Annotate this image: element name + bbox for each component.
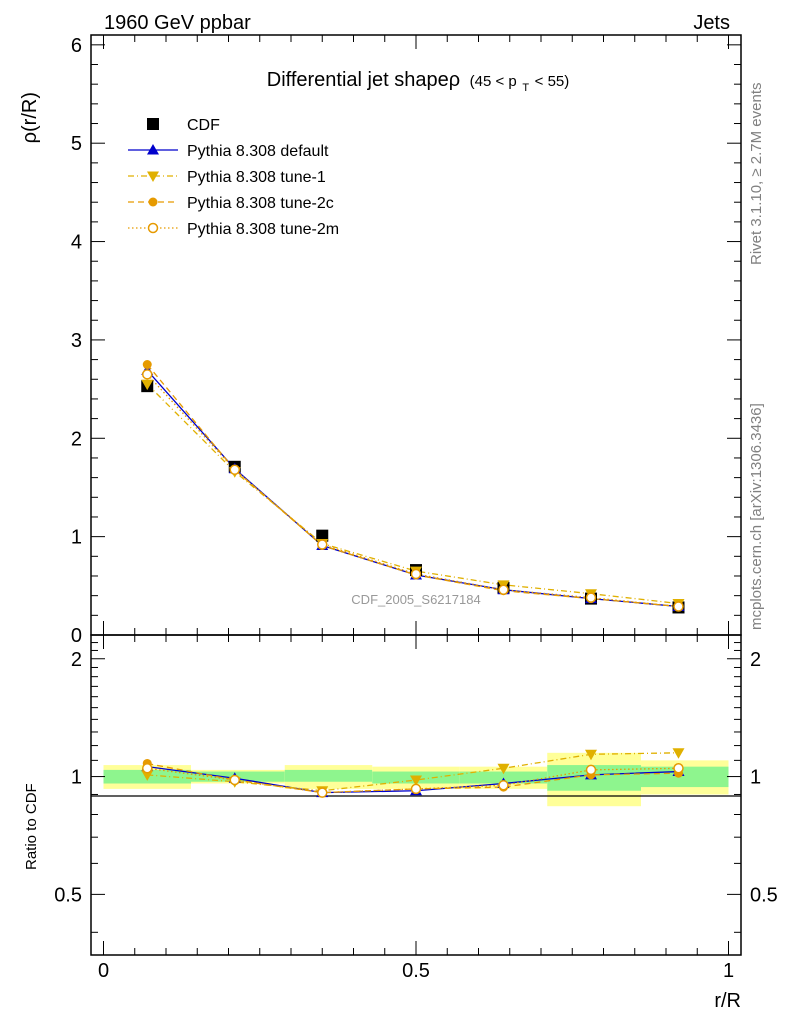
ratio-point-pythia-8-308-tune-2m xyxy=(317,787,328,798)
ratio-point-pythia-8-308-tune-1 xyxy=(410,775,422,786)
main-title-range-suffix: < 55) xyxy=(535,73,570,90)
main-title-range-prefix: (45 < p xyxy=(470,73,517,90)
main-panel: 0 1 2 3 4 5 6 ρ(r/R) Differential jet shapeρ (… xyxy=(19,34,742,647)
legend-marker-pythia-8-308-default xyxy=(147,144,159,155)
ratio-point-pythia-8-308-tune-1 xyxy=(497,763,510,775)
legend-marker-cdf xyxy=(147,118,159,130)
ratio-axis-ticks: 0.5 0.5 1 1 2 2 0 0.5 1 xyxy=(54,635,778,982)
main-title-range-sub: T xyxy=(522,82,529,94)
ratio-y-tick-label-left: 1 xyxy=(71,767,82,789)
data-point-pythia-8-308-tune-1 xyxy=(141,379,154,391)
ratio-point-pythia-8-308-tune-2m xyxy=(229,774,240,786)
energy-label: 1960 GeV ppbar xyxy=(104,12,251,34)
data-point-pythia-8-308-tune-2m xyxy=(142,369,153,380)
data-point-pythia-8-308-tune-2m xyxy=(585,592,597,603)
main-y-tick-label: 2 xyxy=(71,428,82,450)
legend-marker-pythia-8-308-tune-2c xyxy=(148,197,158,207)
legend-label-pythia-8-308-default: Pythia 8.308 default xyxy=(187,143,329,160)
ratio-point-pythia-8-308-tune-2m xyxy=(498,780,509,791)
ratio-y-tick-label-left: 2 xyxy=(71,649,82,671)
data-point-pythia-8-308-tune-2m xyxy=(673,601,684,612)
data-point-pythia-8-308-tune-2m xyxy=(410,568,422,580)
main-y-tick-label: 4 xyxy=(71,232,82,254)
main-y-axis-label: ρ(r/R) xyxy=(19,92,41,143)
ratio-y-tick-label-left: 0.5 xyxy=(54,884,82,906)
legend-label-pythia-8-308-tune-2m: Pythia 8.308 tune-2m xyxy=(187,221,339,238)
ratio-point-pythia-8-308-tune-1 xyxy=(585,749,597,761)
main-axis-ticks: 0 1 2 3 4 5 6 xyxy=(71,35,741,647)
legend: CDF Pythia 8.308 default Pythia 8.308 tune… xyxy=(128,117,339,238)
data-point-pythia-8-308-tune-2m xyxy=(498,584,509,596)
main-y-tick-label: 1 xyxy=(71,527,82,549)
x-tick-label: 0.5 xyxy=(402,960,430,982)
analysis-id-label: CDF_2005_S6217184 xyxy=(351,592,480,607)
ratio-y-tick-label-right: 1 xyxy=(750,767,761,789)
rivet-version-label: Rivet 3.1.10, ≥ 2.7M events xyxy=(748,83,765,266)
ratio-point-pythia-8-308-tune-2m xyxy=(585,764,597,776)
main-y-tick-label: 6 xyxy=(71,35,82,57)
main-y-tick-label: 3 xyxy=(71,330,82,352)
legend-marker-pythia-8-308-tune-2m xyxy=(147,222,159,234)
ratio-y-axis-label: Ratio to CDF xyxy=(23,783,40,870)
data-point-pythia-8-308-tune-2m xyxy=(229,464,240,476)
main-title-text: Differential jet shapeρ xyxy=(267,69,460,91)
ratio-point-pythia-8-308-tune-2m xyxy=(410,783,422,795)
process-label: Jets xyxy=(693,12,730,34)
ratio-point-pythia-8-308-tune-1 xyxy=(141,770,154,781)
uncertainty-band-inner xyxy=(284,769,373,782)
main-series-markers xyxy=(141,360,685,614)
legend-label-pythia-8-308-tune-2c: Pythia 8.308 tune-2c xyxy=(187,195,334,212)
main-y-tick-label: 0 xyxy=(71,625,82,647)
legend-label-pythia-8-308-tune-1: Pythia 8.308 tune-1 xyxy=(187,169,326,186)
main-y-tick-label: 5 xyxy=(71,133,82,155)
legend-label-cdf: CDF xyxy=(187,117,220,134)
x-tick-label: 1 xyxy=(723,960,734,982)
data-point-pythia-8-308-tune-2m xyxy=(317,539,328,550)
data-point-cdf xyxy=(316,529,329,542)
main-chart-title: Differential jet shapeρ (45 < p T < 55) xyxy=(267,69,570,96)
x-tick-label: 0 xyxy=(98,960,109,982)
mcplots-source-label: mcplots.cern.ch [arXiv:1306.3436] xyxy=(748,403,765,630)
x-axis-label: r/R xyxy=(714,990,741,1012)
ratio-y-tick-label-right: 0.5 xyxy=(750,884,778,906)
ratio-plot-frame xyxy=(90,634,742,956)
ratio-panel: 0.5 0.5 1 1 2 2 0 0.5 1 Ratio to CDF r/R xyxy=(23,634,778,1012)
ratio-y-tick-label-right: 2 xyxy=(750,649,761,671)
ratio-point-pythia-8-308-tune-2m xyxy=(673,763,684,774)
ratio-point-pythia-8-308-tune-1 xyxy=(672,748,685,759)
uncertainty-band-inner xyxy=(641,766,729,788)
data-point-pythia-8-308-tune-2c xyxy=(142,360,152,370)
ratio-point-pythia-8-308-tune-2m xyxy=(142,763,153,774)
legend-marker-pythia-8-308-tune-1 xyxy=(147,171,159,182)
ratio-series-markers xyxy=(141,748,685,798)
